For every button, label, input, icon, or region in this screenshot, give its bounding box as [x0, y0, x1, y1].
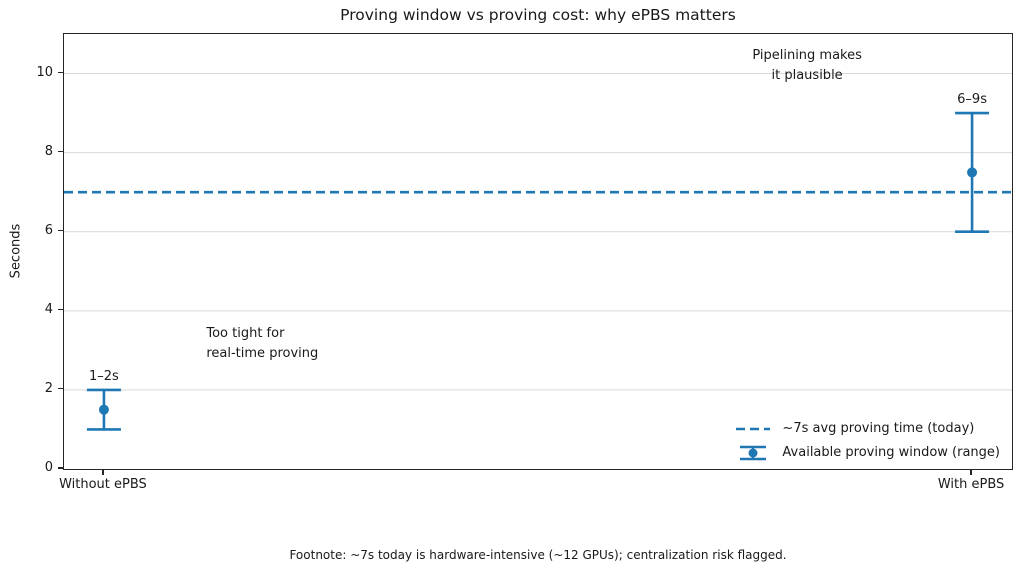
y-tick-mark	[58, 71, 64, 74]
annotation-line: real-time proving	[206, 345, 319, 361]
y-tick-mark	[58, 388, 64, 390]
y-tick-mark	[58, 467, 64, 469]
chart-canvas	[64, 73, 1012, 431]
legend-label-proving-window: Available proving window (range)	[782, 445, 1000, 460]
legend-entry-proving-window: Available proving window (range)	[734, 441, 1000, 464]
annotation-line: it plausible	[771, 67, 843, 83]
dashed-line-icon	[736, 427, 771, 430]
x-tick-mark	[102, 470, 104, 475]
chart-title: Proving window vs proving cost: why ePBS…	[340, 6, 736, 24]
annotation-too-tight: Too tight for real-time proving	[206, 324, 318, 364]
annotation-line: Too tight for	[206, 325, 285, 341]
legend: ~7s avg proving time (today) Available p…	[734, 417, 1000, 464]
legend-entry-avg-time: ~7s avg proving time (today)	[734, 417, 1000, 440]
y-tick-label: 2	[44, 380, 53, 396]
y-tick-label: 6	[44, 222, 53, 238]
y-tick-mark	[58, 309, 64, 311]
data-point	[967, 167, 978, 178]
annotation-pipelining: Pipelining makes it plausible	[752, 45, 862, 85]
x-tick-label: With ePBS	[937, 477, 1005, 492]
y-tick-mark	[58, 230, 64, 232]
y-tick-mark	[58, 151, 64, 153]
x-tick-mark	[970, 470, 972, 475]
y-tick-label: 0	[44, 460, 53, 475]
x-tick-label: Without ePBS	[59, 477, 147, 492]
y-tick-label: 10	[36, 64, 53, 80]
annotation-line: Pipelining makes	[752, 47, 862, 63]
y-tick-label: 8	[44, 143, 53, 159]
errorbar-icon	[740, 445, 767, 460]
y-tick-label: 4	[44, 301, 53, 317]
point-range-label: 1–2s	[89, 368, 119, 384]
plot-area: Too tight for real-time proving Pipelini…	[63, 33, 1013, 470]
footnote: Footnote: ~7s today is hardware-intensiv…	[289, 548, 787, 562]
legend-label-avg-time: ~7s avg proving time (today)	[782, 421, 975, 436]
point-range-label: 6–9s	[957, 92, 987, 108]
data-point	[98, 404, 109, 415]
